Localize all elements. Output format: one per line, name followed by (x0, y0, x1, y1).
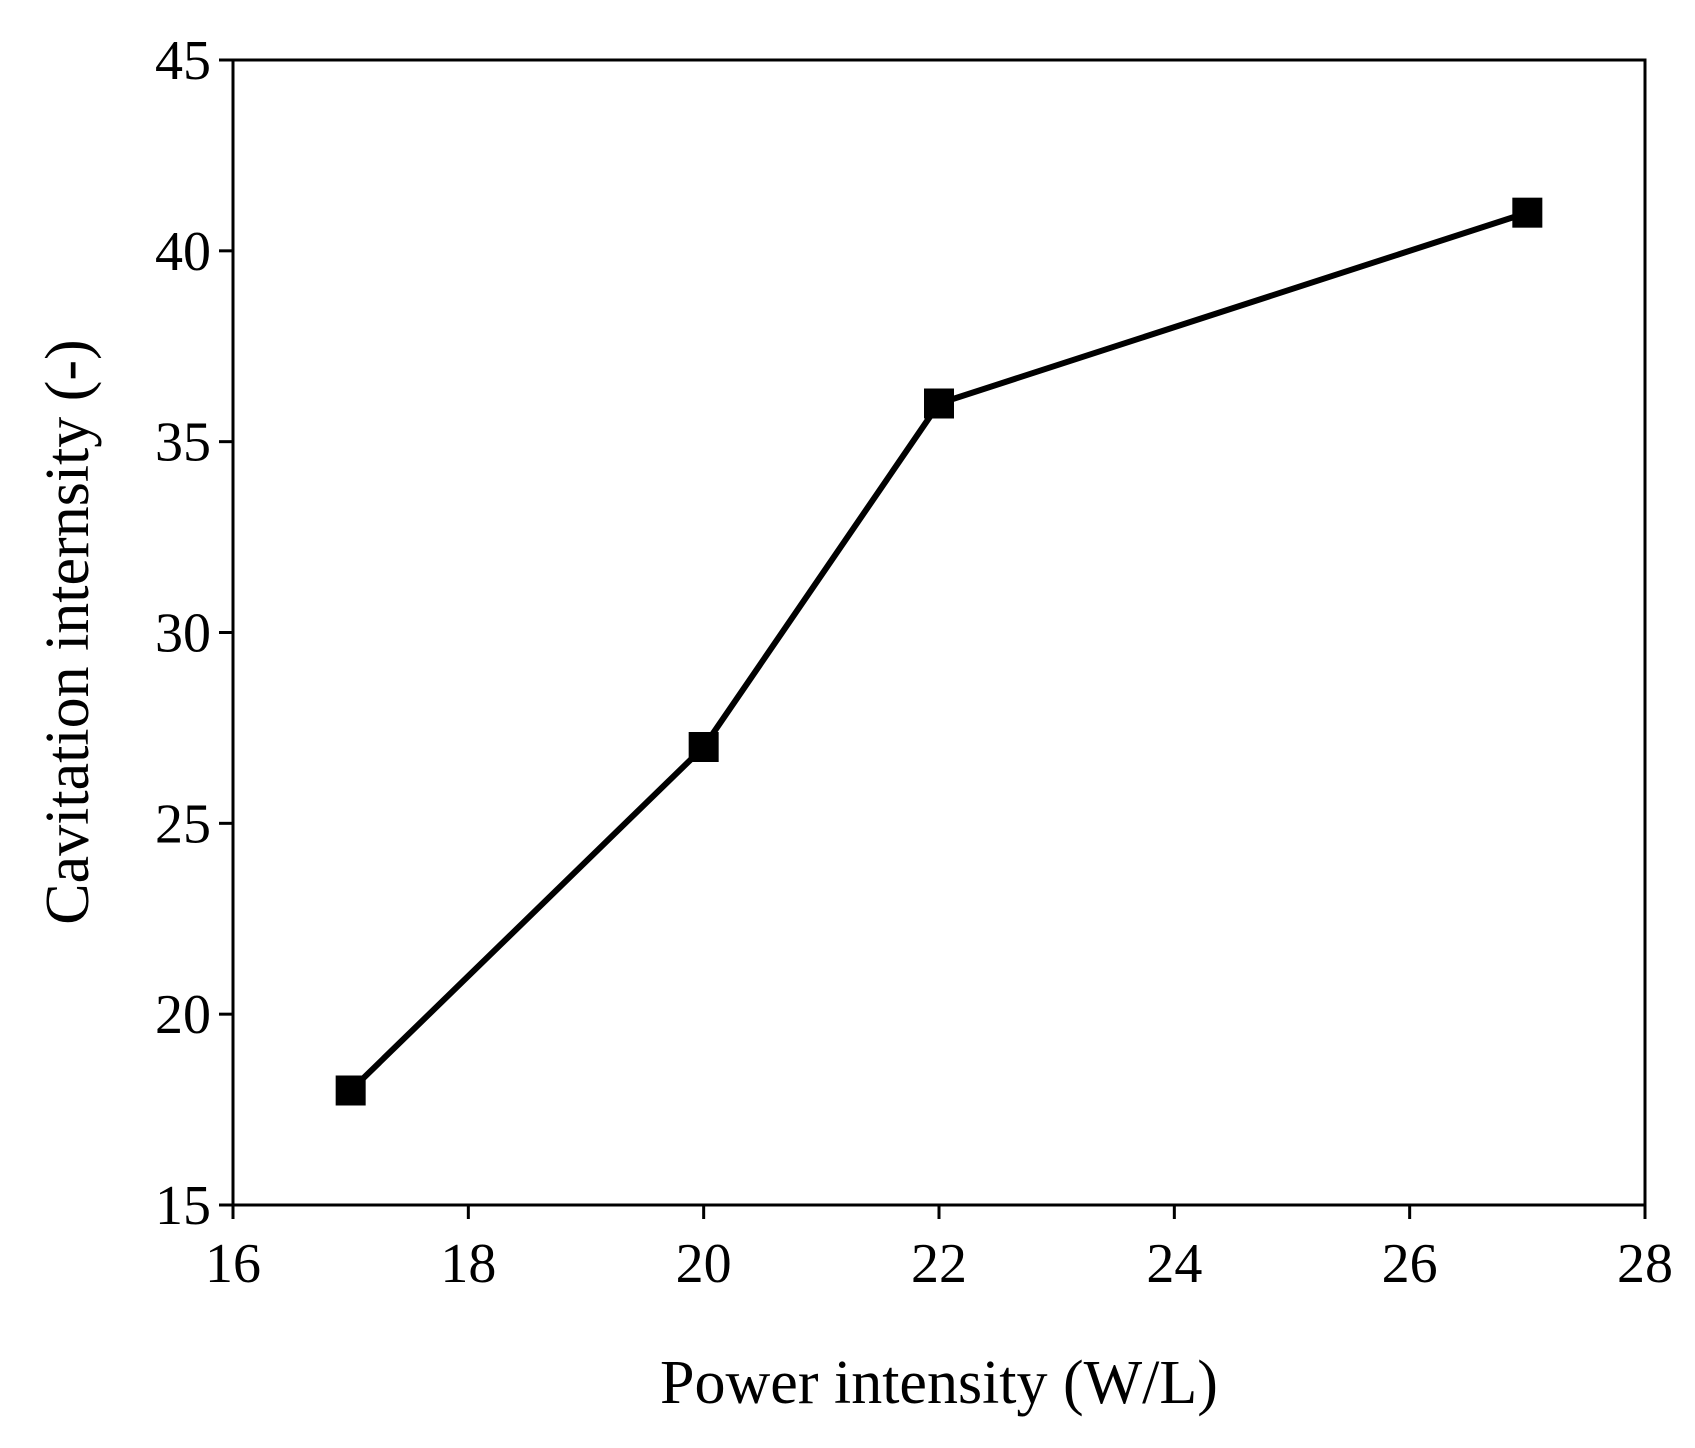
y-tick-label: 15 (155, 1175, 211, 1237)
data-point-marker (1512, 197, 1543, 228)
x-tick-label: 24 (1146, 1233, 1202, 1295)
x-tick-label: 22 (911, 1233, 967, 1295)
y-tick-label: 30 (155, 603, 211, 665)
data-point-marker (335, 1075, 366, 1106)
plot-frame (231, 58, 1647, 1207)
y-axis-title: Cavitation internsity (-) (34, 339, 102, 924)
y-tick-label: 20 (155, 984, 211, 1046)
data-point-marker (688, 732, 719, 762)
y-tick-label: 45 (155, 30, 211, 92)
x-axis-title: Power intensity (W/L) (660, 1349, 1218, 1417)
x-tick-label: 20 (676, 1233, 732, 1295)
x-ticks: 16 18 20 22 24 26 28 (205, 1205, 1673, 1295)
x-tick-label: 26 (1382, 1233, 1438, 1295)
y-tick-label: 40 (155, 221, 211, 283)
data-point-marker (924, 388, 954, 419)
y-tick-label: 25 (155, 793, 211, 855)
x-tick-label: 18 (440, 1233, 496, 1295)
y-ticks: 15 20 25 30 35 40 45 (155, 30, 233, 1237)
series-layer (335, 197, 1543, 1106)
x-tick-label: 28 (1617, 1233, 1673, 1295)
series-line (348, 209, 1529, 1093)
y-tick-label: 35 (155, 412, 211, 474)
x-tick-label: 16 (205, 1233, 261, 1295)
